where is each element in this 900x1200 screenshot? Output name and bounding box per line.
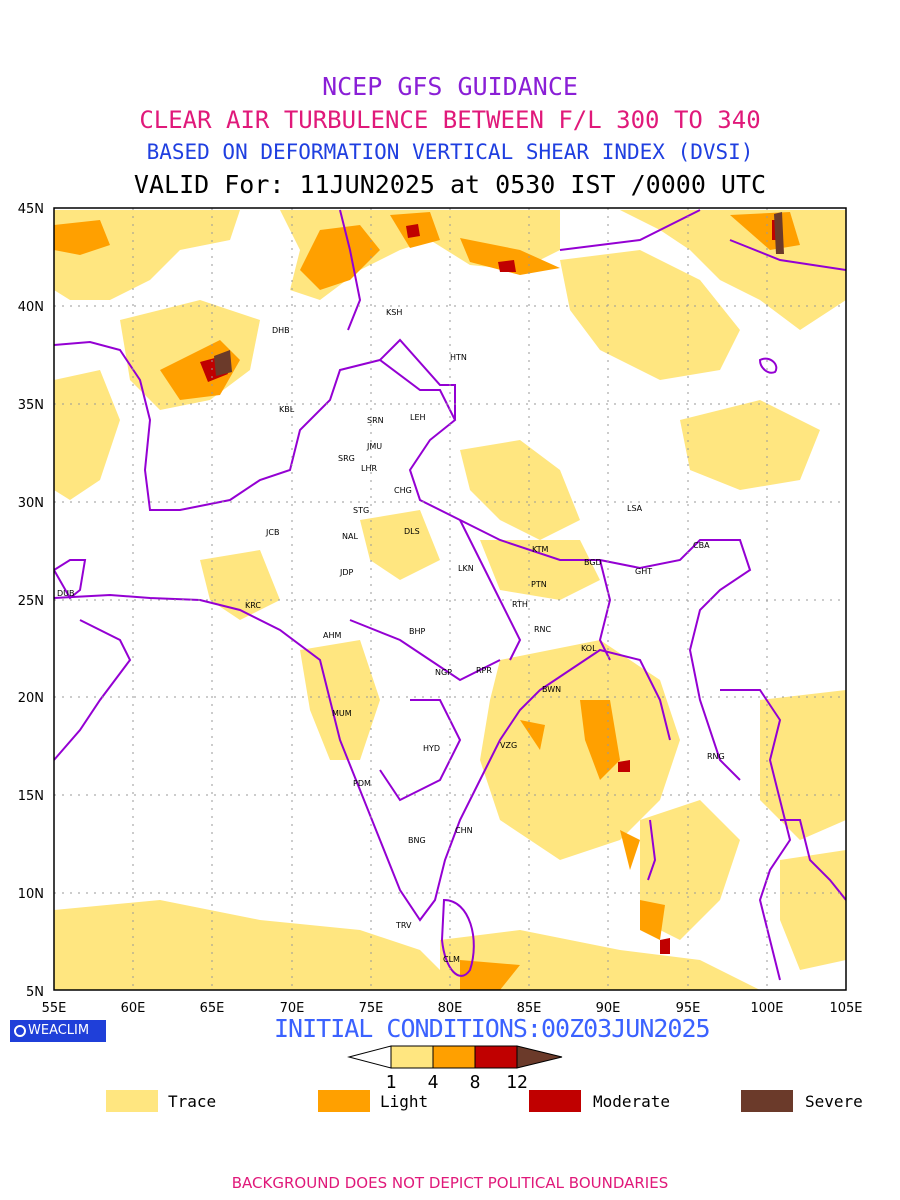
city-label: NAL <box>342 532 358 541</box>
turbulence-shading <box>54 210 846 990</box>
map-frame <box>53 207 847 991</box>
longitude-axis: 55E 60E 65E 70E 75E 80E 85E 90E 95E 100E… <box>42 1001 863 1016</box>
colorbar: 1 4 8 12 <box>347 1045 563 1093</box>
lat-label: 15N <box>18 789 44 804</box>
city-label: KRC <box>245 601 261 610</box>
lat-label: 5N <box>26 985 44 1000</box>
city-label: SRN <box>367 416 384 425</box>
legend-swatch <box>529 1090 581 1112</box>
lat-label: 30N <box>18 496 44 511</box>
lon-label: 60E <box>121 1001 146 1016</box>
colorbar-tick: 8 <box>470 1072 481 1093</box>
city-label: LKN <box>458 564 474 573</box>
city-label: AHM <box>323 631 341 640</box>
colorbar-low-arrow <box>347 1045 392 1069</box>
legend-label: Moderate <box>593 1092 671 1111</box>
city-label: CHN <box>455 826 473 835</box>
legend-swatch <box>741 1090 793 1112</box>
city-label: PTN <box>531 580 547 589</box>
city-label: KBL <box>279 405 295 414</box>
lat-label: 35N <box>18 398 44 413</box>
lat-label: 45N <box>18 202 44 217</box>
title-index: BASED ON DEFORMATION VERTICAL SHEAR INDE… <box>146 140 754 164</box>
lon-label: 85E <box>517 1001 542 1016</box>
city-label: RTH <box>512 600 528 609</box>
city-label: LSA <box>627 504 643 513</box>
lat-label: 20N <box>18 691 44 706</box>
city-label: LHR <box>361 464 377 473</box>
city-label: CHG <box>394 486 412 495</box>
colorbar-light <box>432 1045 476 1069</box>
footer-disclaimer: BACKGROUND DOES NOT DEPICT POLITICAL BOU… <box>231 1174 669 1192</box>
title-valid-time: VALID For: 11JUN2025 at 0530 IST /0000 U… <box>133 170 767 199</box>
title-turbulence: CLEAR AIR TURBULENCE BETWEEN F/L 300 TO … <box>139 106 761 134</box>
city-label: RNC <box>534 625 552 634</box>
lat-label: 25N <box>18 594 44 609</box>
legend-swatch <box>106 1090 158 1112</box>
city-label: MUM <box>332 709 352 718</box>
city-label: KTM <box>532 545 549 554</box>
city-label: GHT <box>635 567 652 576</box>
city-label: LEH <box>410 413 426 422</box>
light-areas <box>54 212 800 990</box>
legend-label: Severe <box>805 1092 863 1111</box>
city-label: JCB <box>265 528 279 537</box>
weaclim-logo-text: WEACLIM <box>28 1023 90 1038</box>
colorbar-moderate <box>474 1045 518 1069</box>
title-guidance: NCEP GFS GUIDANCE <box>322 72 578 101</box>
city-label: STG <box>353 506 369 515</box>
city-label: BGD <box>584 558 602 567</box>
city-label: KOL <box>581 644 597 653</box>
city-label: HYD <box>423 744 440 753</box>
city-label: PDM <box>353 779 371 788</box>
colorbar-high-arrow <box>516 1045 563 1069</box>
city-label: BWN <box>542 685 561 694</box>
moderate-areas <box>200 220 782 954</box>
colorbar-tick: 4 <box>428 1072 439 1093</box>
lon-label: 75E <box>359 1001 384 1016</box>
legend-label: Trace <box>168 1092 217 1111</box>
city-label: CBA <box>693 541 710 550</box>
lat-label: 10N <box>18 887 44 902</box>
legend-label: Light <box>380 1092 429 1111</box>
city-label: SRG <box>338 454 355 463</box>
colorbar-tick: 12 <box>506 1072 528 1093</box>
city-label: CLM <box>443 955 460 964</box>
city-label: BNG <box>408 836 426 845</box>
severe-areas <box>214 212 784 376</box>
city-label: JDP <box>339 568 354 577</box>
city-label: RPR <box>476 666 492 675</box>
colorbar-tick: 1 <box>386 1072 397 1093</box>
lat-label: 40N <box>18 300 44 315</box>
initial-conditions: INITIAL CONDITIONS:00Z03JUN2025 <box>274 1014 711 1043</box>
lon-label: 55E <box>42 1001 67 1016</box>
weaclim-logo: WEACLIM <box>10 1020 106 1042</box>
lon-label: 80E <box>438 1001 463 1016</box>
city-label: TRV <box>395 921 412 930</box>
city-label: KSH <box>386 308 402 317</box>
lon-label: 90E <box>596 1001 621 1016</box>
lon-label: 70E <box>280 1001 305 1016</box>
legend-swatch <box>318 1090 370 1112</box>
city-label: RNG <box>707 752 725 761</box>
city-labels: KSH HTN DHB KBL SRN LEH JMU SRG LHR CHG … <box>57 308 725 964</box>
lon-label: 105E <box>829 1001 862 1016</box>
lon-label: 95E <box>676 1001 701 1016</box>
weaclim-logo-icon <box>14 1025 26 1037</box>
city-label: VZG <box>500 741 517 750</box>
coastline-boundaries <box>54 209 846 981</box>
city-label: BHP <box>409 627 426 636</box>
city-label: DLS <box>404 527 420 536</box>
city-label: HTN <box>450 353 467 362</box>
latitude-axis: 45N 40N 35N 30N 25N 20N 15N 10N 5N <box>18 202 44 1000</box>
lon-label: 65E <box>200 1001 225 1016</box>
city-label: NGP <box>435 668 452 677</box>
lon-label: 100E <box>750 1001 783 1016</box>
colorbar-trace <box>390 1045 434 1069</box>
city-label: DUB <box>57 589 75 598</box>
city-label: DHB <box>272 326 290 335</box>
city-label: JMU <box>366 442 382 451</box>
